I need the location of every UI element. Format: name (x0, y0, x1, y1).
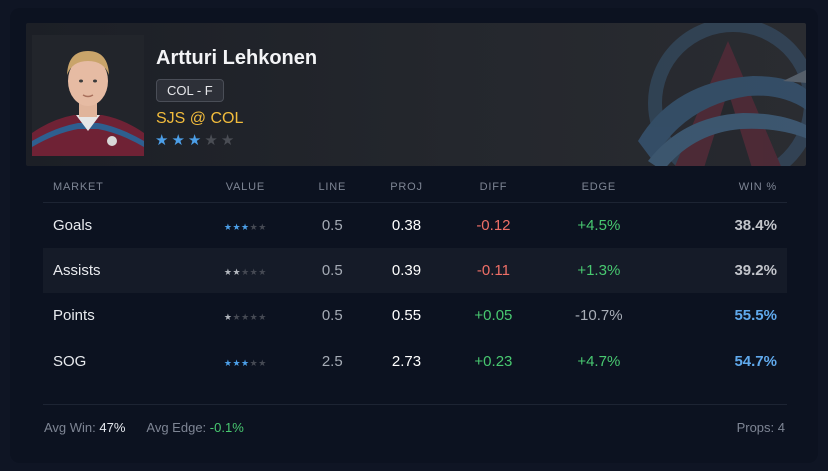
col-header-win: WIN % (657, 172, 787, 203)
line-cell: 0.5 (321, 216, 343, 234)
table-row[interactable]: SOG ★★★★★ 2.5 2.73 +0.23 +4.7% 54.7% (43, 339, 787, 385)
star-icon: ★★★ (241, 266, 267, 277)
table-row[interactable]: Points ★★★★★ 0.5 0.55 +0.05 -10.7% 55.5% (43, 293, 787, 339)
proj-cell: 0.39 (366, 247, 447, 293)
win-cell: 55.5% (734, 307, 777, 325)
market-cell: SOG (53, 352, 87, 370)
value-stars: ★★★★★ (192, 247, 299, 293)
value-stars: ★★★★★ (193, 339, 299, 385)
avg-edge-value: -0.1% (209, 420, 244, 435)
proj-cell: 2.73 (391, 352, 422, 370)
edge-cell: +1.3% (540, 247, 658, 293)
line-cell: 0.5 (298, 247, 367, 293)
table-header-row: MARKET VALUE LINE PROJ DIFF EDGE WIN % (43, 172, 787, 203)
table-row[interactable]: Assists ★★★★★ 0.5 0.39 -0.11 +1.3% 39.2% (43, 247, 787, 293)
market-cell: Points (53, 307, 95, 325)
footer-summary: Avg Win: 47% Avg Edge: -0.1% (44, 420, 244, 435)
star-icon: ★ (171, 132, 188, 149)
col-header-diff: DIFF (446, 172, 541, 203)
col-header-line: LINE (298, 172, 367, 203)
prop-card: Artturi Lehkonen COL - F SJS @ COL ★★★★★… (10, 8, 818, 463)
col-header-market: MARKET (43, 172, 193, 203)
footer-divider (43, 404, 787, 405)
team-position-badge: COL - F (156, 79, 224, 102)
star-icon: ★★★ (223, 221, 250, 232)
table-row[interactable]: Goals ★★★★★ 0.5 0.38 -0.12 +4.5% 38.4% (43, 202, 787, 248)
player-name: Artturi Lehkonen (156, 47, 318, 69)
win-cell: 38.4% (734, 216, 777, 234)
avg-win-value: 47% (99, 420, 126, 435)
diff-cell: -0.11 (446, 247, 541, 293)
player-photo (32, 35, 144, 156)
proj-cell: 0.38 (391, 216, 422, 234)
edge-cell: +4.5% (577, 216, 621, 234)
line-cell: 2.5 (321, 352, 343, 370)
edge-cell: -10.7% (575, 307, 623, 325)
col-header-edge: EDGE (540, 172, 658, 203)
props-value: 4 (777, 420, 785, 435)
props-label: Props: (736, 420, 775, 435)
matchup-label: SJS @ COL (156, 110, 244, 127)
proj-cell: 0.55 (391, 307, 422, 325)
star-icon: ★ (204, 132, 221, 149)
star-icon: ★ (187, 132, 205, 149)
star-icon: ★★ (223, 266, 242, 277)
star-icon: ★ (223, 312, 233, 323)
win-cell: 39.2% (657, 247, 787, 293)
value-stars: ★★★★★ (193, 293, 299, 339)
col-header-proj: PROJ (366, 172, 447, 203)
avalanche-logo-icon (638, 23, 806, 166)
avg-win-label: Avg Win: (44, 420, 96, 435)
props-table: MARKET VALUE LINE PROJ DIFF EDGE WIN % G… (43, 172, 787, 384)
avg-edge-label: Avg Edge: (146, 420, 207, 435)
props-count: Props: 4 (737, 420, 785, 435)
star-icon: ★ (155, 132, 172, 149)
market-cell: Goals (53, 216, 93, 234)
player-header: Artturi Lehkonen COL - F SJS @ COL ★★★★★ (26, 23, 806, 166)
player-rating: ★★★★★ (155, 131, 237, 149)
star-icon: ★★★ (223, 357, 250, 368)
star-icon: ★★ (249, 357, 267, 368)
diff-cell: +0.05 (474, 307, 513, 325)
star-icon: ★★ (249, 221, 267, 232)
line-cell: 0.5 (321, 307, 343, 325)
diff-cell: +0.23 (474, 352, 513, 370)
col-header-value: VALUE (192, 172, 299, 203)
market-cell: Assists (43, 247, 193, 293)
edge-cell: +4.7% (577, 352, 621, 370)
star-icon: ★★★★ (232, 312, 267, 323)
star-icon: ★ (220, 132, 238, 149)
win-cell: 54.7% (734, 352, 777, 370)
value-stars: ★★★★★ (193, 202, 299, 248)
diff-cell: -0.12 (476, 216, 511, 234)
